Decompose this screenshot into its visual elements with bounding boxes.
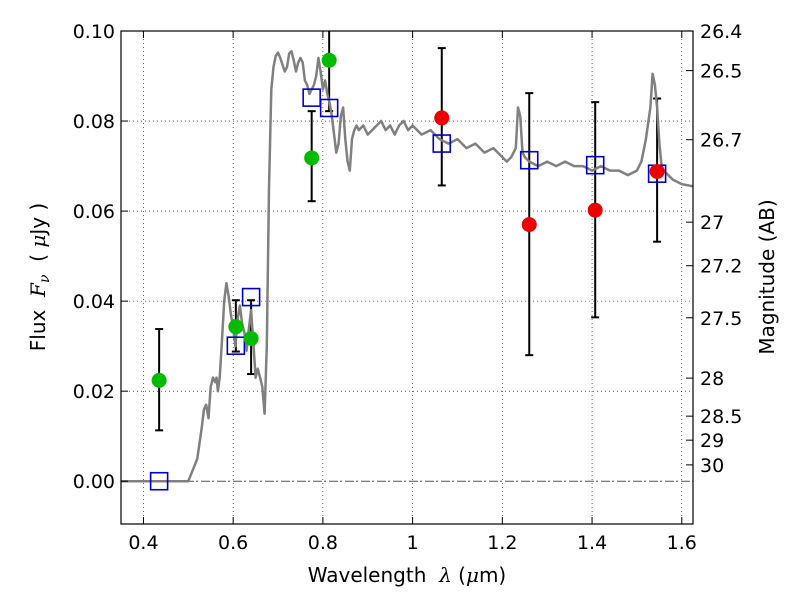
y-tick-labels: 0.00 0.02 0.04 0.06 0.08 0.10 [73,21,115,493]
y2-tick-label: 29 [700,430,724,452]
optical-flux-point [321,52,337,68]
y-axis-label: Flux Fν ( μJy ) [26,203,53,351]
model-square [432,134,452,153]
y2-tick-label: 26.5 [700,61,742,83]
model-square [226,336,246,356]
x-tick-label: 1 [407,532,419,554]
model-square [149,471,169,491]
y2-tick-labels: 26.4 26.5 26.7 27 27.2 27.5 28 28.529 30 [700,21,742,477]
y2-tick-label: 30 [700,455,724,477]
y2-tick-label: 28.5 [700,406,742,428]
y2-tick-label: 27.5 [700,308,742,330]
model-square [302,88,321,107]
y-tick-label: 0.02 [73,381,115,403]
x-tick-label: 1.4 [577,532,607,554]
model-square [585,155,605,175]
plot-frame [120,30,694,525]
x-axis-label: Wavelength λ (μm) [308,563,507,587]
y-tick-label: 0.04 [73,291,115,313]
y-tick-label: 0.00 [73,471,115,493]
y-tick-label: 0.10 [73,21,115,43]
x-tick-labels: 0.4 0.6 0.8 1 1.2 1.4 1.6 [128,532,697,554]
ir-flux-point [587,202,603,218]
ir-flux-point [521,217,537,233]
model-square [241,287,261,307]
optical-flux-point [243,331,259,347]
y2-tick-label: 28 [700,368,724,390]
y-tick-label: 0.08 [73,111,115,133]
model-square [319,98,339,118]
x-tick-label: 0.6 [218,532,248,554]
template-spectrum-line [121,50,694,483]
y2-tick-label: 26.4 [700,21,742,43]
y2-tick-label: 26.7 [700,130,742,152]
x-tick-label: 1.6 [667,532,697,554]
ir-flux-point [649,163,665,179]
model-square [519,150,539,170]
observed-flux-circles [151,52,665,388]
optical-flux-point [228,319,244,335]
x-tick-label: 0.8 [308,532,338,554]
ir-flux-point [434,110,450,126]
y-tick-label: 0.06 [73,201,115,223]
y2-axis-label: Magnitude (AB) [755,199,779,354]
axis-ticks [121,30,693,524]
x-tick-label: 1.2 [487,532,517,554]
optical-flux-point [304,150,320,166]
optical-flux-point [151,372,167,388]
x-tick-label: 0.4 [128,532,158,554]
y2-tick-label: 27 [700,212,724,234]
plot-area [121,31,693,524]
y2-tick-label: 27.2 [700,256,742,278]
